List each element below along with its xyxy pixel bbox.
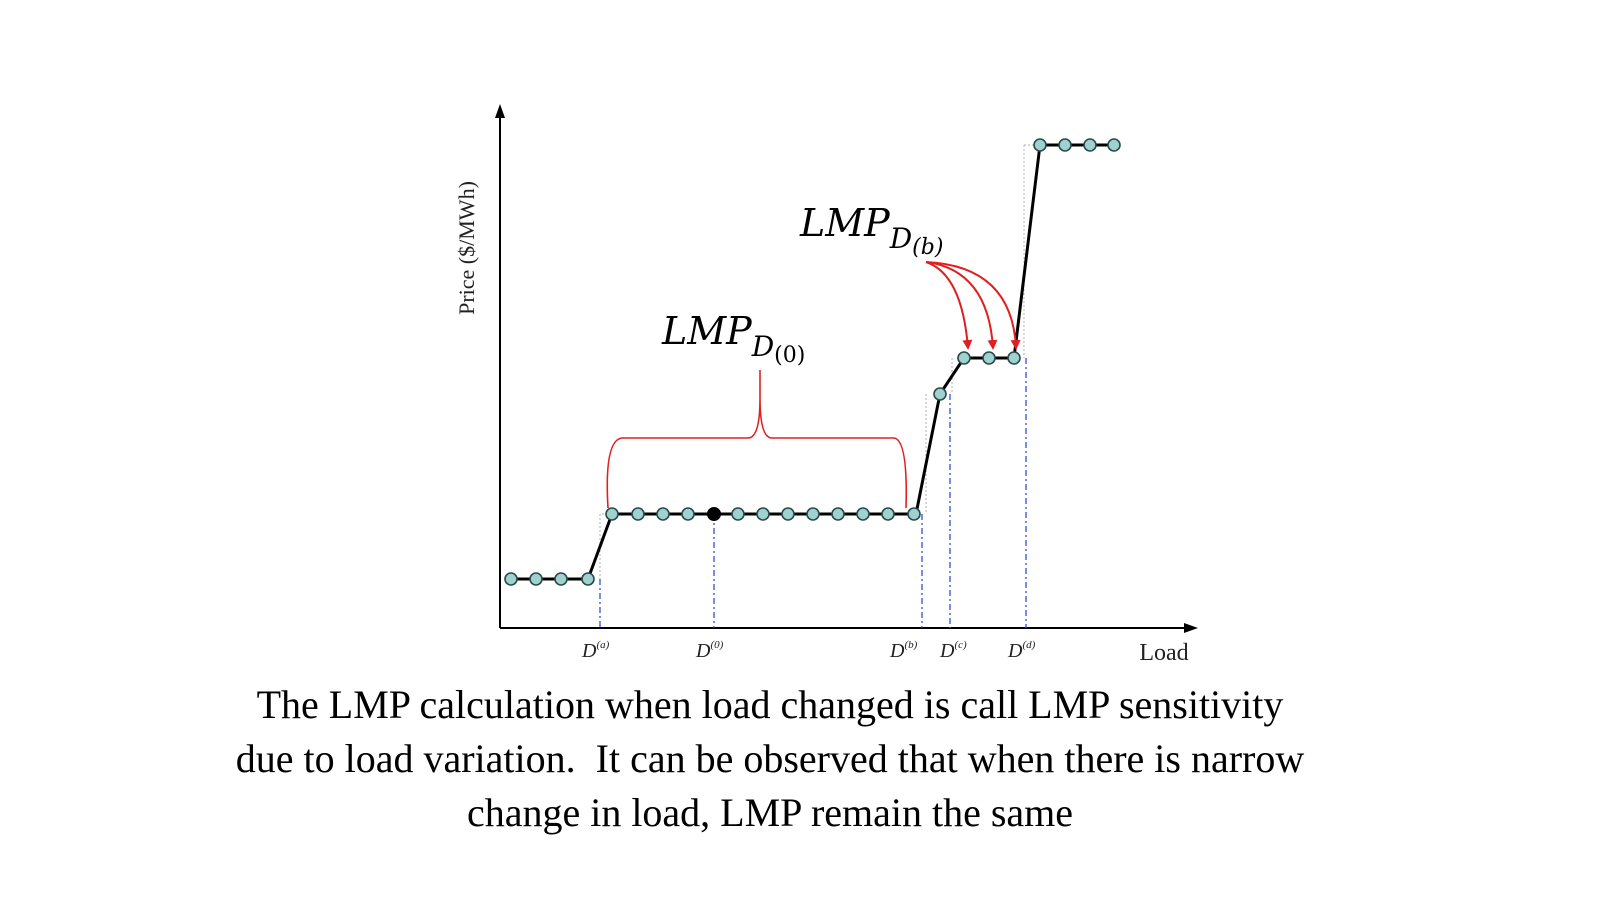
marker xyxy=(582,573,594,585)
marker xyxy=(857,508,869,520)
y-axis-label: Price ($/MWh) xyxy=(454,181,479,315)
tick-d-d: D(d) xyxy=(1007,639,1036,662)
marker xyxy=(1008,352,1020,364)
marker xyxy=(807,508,819,520)
marker xyxy=(882,508,894,520)
marker xyxy=(757,508,769,520)
marker xyxy=(1108,139,1120,151)
marker xyxy=(505,573,517,585)
marker xyxy=(682,508,694,520)
marker xyxy=(958,352,970,364)
marker xyxy=(908,508,920,520)
lmpb-label: LMPD(b) xyxy=(799,201,943,260)
marker xyxy=(832,508,844,520)
guide-lines xyxy=(600,358,1026,628)
tick-d-b: D(b) xyxy=(889,639,918,662)
marker xyxy=(782,508,794,520)
marker xyxy=(555,573,567,585)
marker xyxy=(530,573,542,585)
marker xyxy=(983,352,995,364)
operating-point-marker xyxy=(708,508,721,521)
tick-d-a: D(a) xyxy=(581,639,610,662)
lmp0-label: LMPD(0) xyxy=(661,309,805,368)
marker xyxy=(934,388,946,400)
tick-d-c: D(c) xyxy=(939,639,967,662)
marker xyxy=(1084,139,1096,151)
caption-line: change in load, LMP remain the same xyxy=(0,786,1540,840)
lmp0-brace xyxy=(607,370,906,508)
marker xyxy=(1059,139,1071,151)
y-axis-arrowhead xyxy=(495,104,505,118)
lmpb-arrows xyxy=(926,262,1016,348)
tick-labels: D(a) D(0) D(b) D(c) D(d) xyxy=(581,639,1036,662)
marker xyxy=(632,508,644,520)
caption-line: due to load variation. It can be observe… xyxy=(0,732,1540,786)
x-axis-label: Load xyxy=(1139,640,1188,666)
tick-d-0: D(0) xyxy=(695,639,724,662)
caption-line: The LMP calculation when load changed is… xyxy=(0,678,1540,732)
marker xyxy=(1034,139,1046,151)
caption: The LMP calculation when load changed is… xyxy=(0,678,1540,840)
marker xyxy=(657,508,669,520)
marker xyxy=(732,508,744,520)
x-axis-arrowhead xyxy=(1184,623,1198,633)
axes xyxy=(495,104,1198,633)
arrow xyxy=(926,262,1016,348)
marker xyxy=(606,508,618,520)
